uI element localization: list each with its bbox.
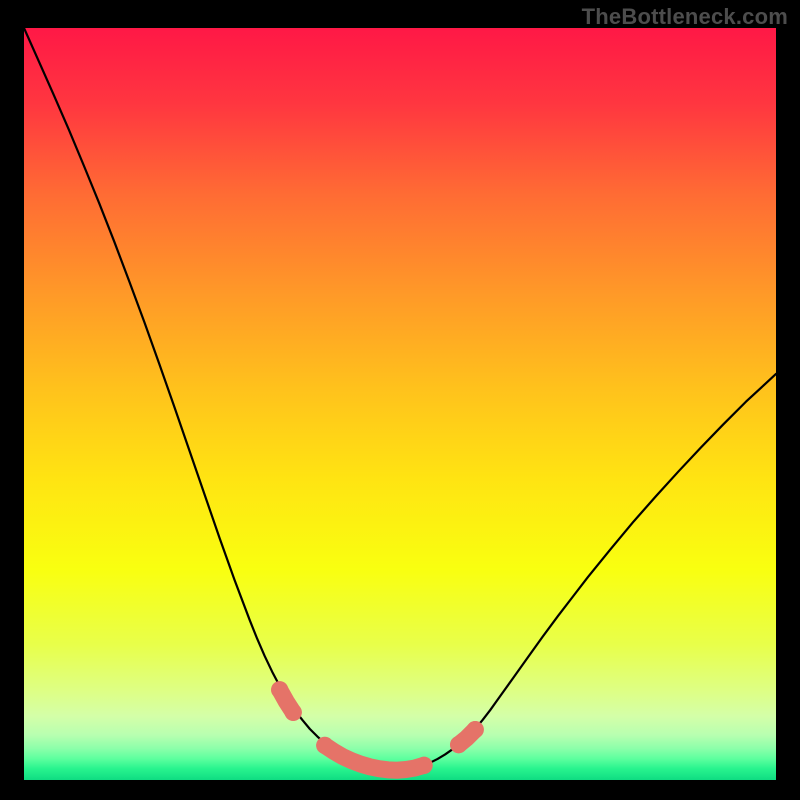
marker-endpoint: [467, 721, 484, 738]
plot-area: [24, 28, 776, 780]
gradient-background: [24, 28, 776, 780]
marker-endpoint: [285, 704, 302, 721]
chart-frame: TheBottleneck.com: [0, 0, 800, 800]
marker-endpoint: [271, 681, 288, 698]
marker-endpoint: [415, 757, 432, 774]
watermark-text: TheBottleneck.com: [582, 4, 788, 30]
marker-endpoint: [450, 736, 467, 753]
chart-svg: [24, 28, 776, 780]
marker-endpoint: [316, 737, 333, 754]
